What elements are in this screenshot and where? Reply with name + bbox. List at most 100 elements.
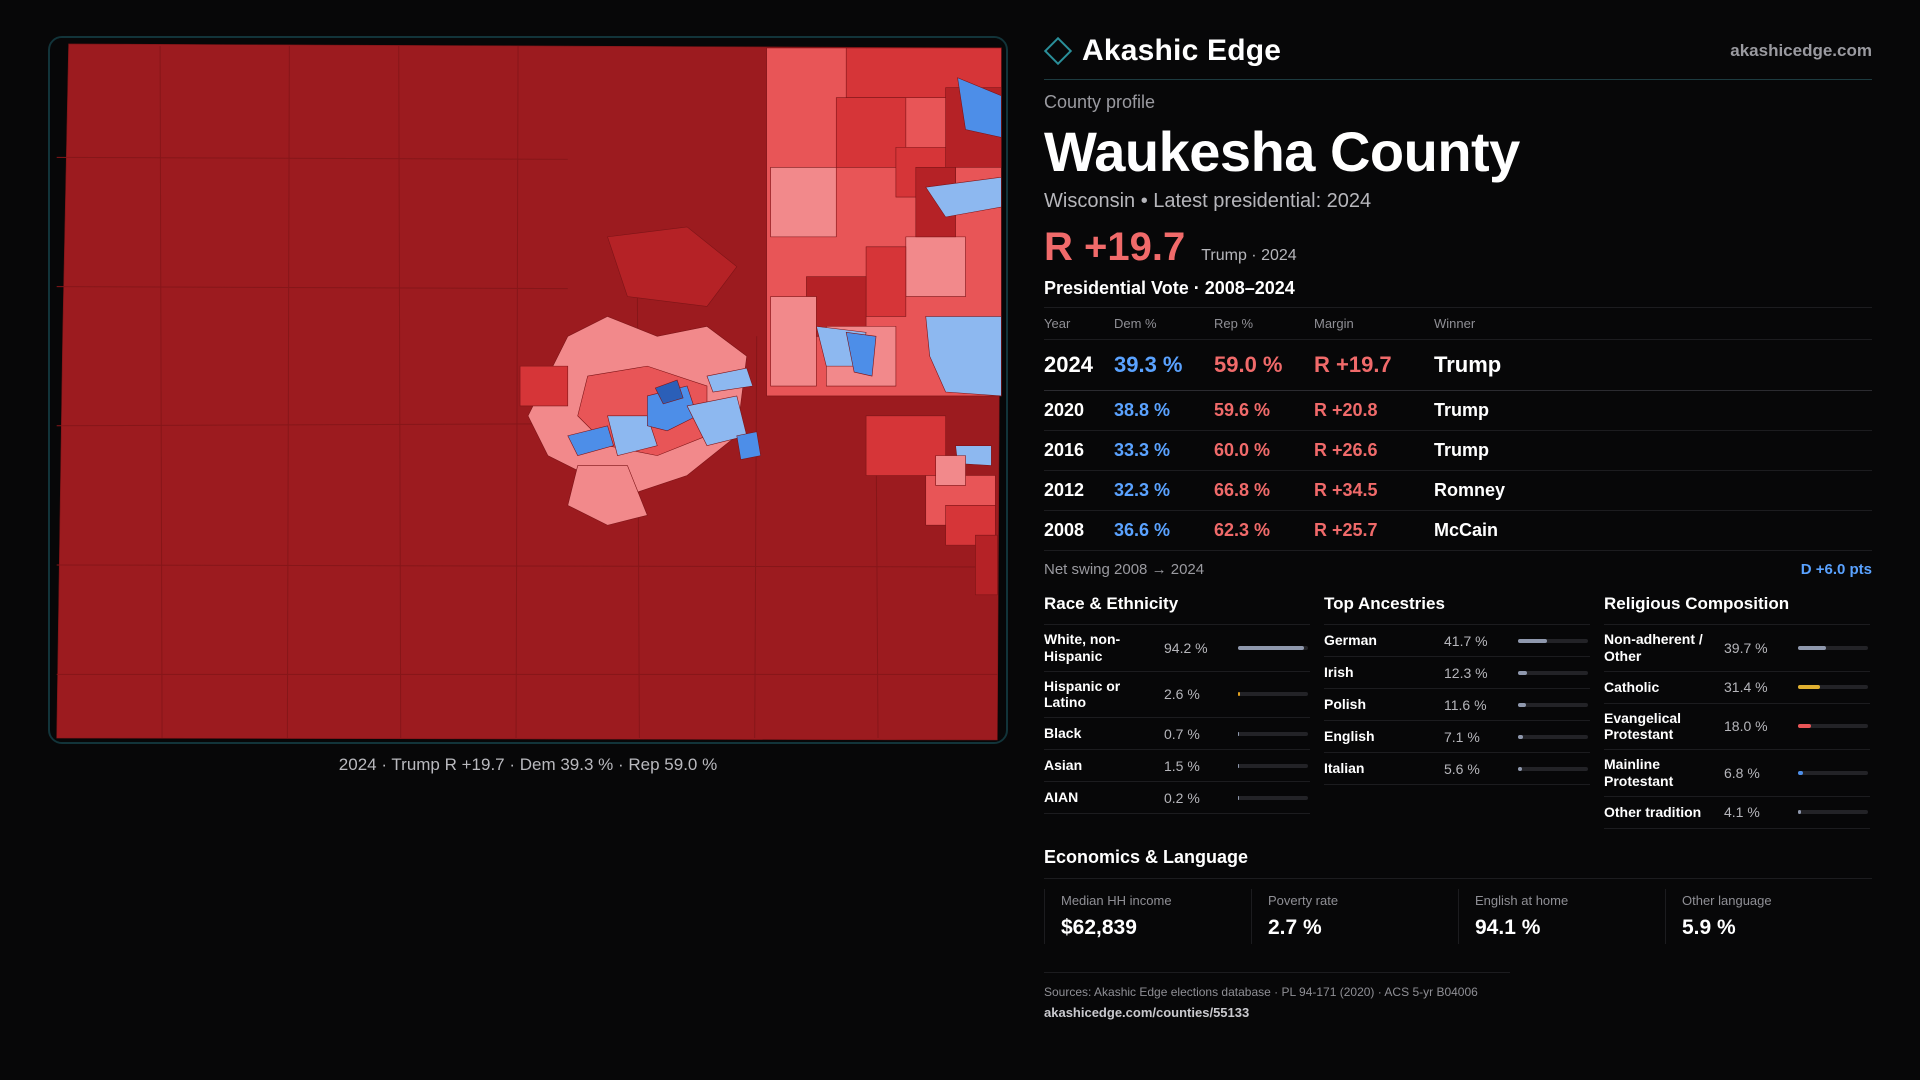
stat-value: 6.8 % bbox=[1724, 764, 1760, 781]
winner-cell: Trump bbox=[1434, 430, 1872, 471]
ne-d[interactable] bbox=[865, 246, 907, 317]
stat-row: White, non-Hispanic 94.2 % bbox=[1044, 625, 1310, 672]
stat-row: Other tradition 4.1 % bbox=[1604, 797, 1870, 829]
table-row: 2012 32.3 % 66.8 % R +34.5 Romney bbox=[1044, 470, 1872, 511]
winner-cell: Trump bbox=[1434, 339, 1872, 391]
race-column: Race & Ethnicity White, non-Hispanic 94.2… bbox=[1044, 594, 1310, 829]
brand-name: Akashic Edge bbox=[1082, 33, 1282, 67]
year-cell: 2020 bbox=[1044, 390, 1114, 431]
vote-table-header: Year Dem % Rep % Margin Winner bbox=[1044, 307, 1872, 340]
map-caption: 2024 · Trump R +19.7 · Dem 39.3 % · Rep … bbox=[338, 755, 718, 774]
center-west[interactable] bbox=[519, 365, 569, 407]
stat-bar-fill bbox=[1798, 770, 1803, 775]
stat-value: 1.5 % bbox=[1164, 757, 1200, 774]
ne-dem-1[interactable] bbox=[957, 77, 1002, 138]
table-row: 2008 36.6 % 62.3 % R +25.7 McCain bbox=[1044, 510, 1872, 551]
stat-label: German bbox=[1324, 632, 1377, 649]
stat-bar-fill bbox=[1798, 685, 1820, 690]
ne-dem-5[interactable] bbox=[845, 331, 877, 377]
table-row: 2024 39.3 % 59.0 % R +19.7 Trump bbox=[1044, 339, 1872, 391]
east-c[interactable] bbox=[935, 455, 966, 486]
stat-bar-fill bbox=[1798, 645, 1826, 650]
col-rep: Rep % bbox=[1214, 307, 1314, 340]
stat-label: AIAN bbox=[1044, 789, 1079, 806]
stat-bar-fill bbox=[1518, 734, 1523, 739]
winner-cell: McCain bbox=[1434, 510, 1872, 551]
east-e[interactable] bbox=[975, 534, 998, 596]
econ-label: Median HH income bbox=[1061, 892, 1172, 908]
center-dem-1[interactable] bbox=[607, 415, 658, 456]
economics-row: Median HH income $62,839 Poverty rate 2.… bbox=[1044, 888, 1872, 944]
year-cell: 2008 bbox=[1044, 510, 1114, 551]
stat-row: English 7.1 % bbox=[1324, 721, 1590, 753]
stat-bar-fill bbox=[1518, 702, 1527, 707]
table-row: 2020 38.8 % 59.6 % R +20.8 Trump bbox=[1044, 390, 1872, 431]
race-title: Race & Ethnicity bbox=[1044, 594, 1310, 625]
stat-row: Italian 5.6 % bbox=[1324, 753, 1590, 785]
econ-value: 5.9 % bbox=[1682, 915, 1736, 939]
footer: Sources: Akashic Edge elections database… bbox=[1044, 971, 1510, 1020]
stat-row: Mainline Protestant 6.8 % bbox=[1604, 750, 1870, 797]
center-dem-7[interactable] bbox=[736, 431, 762, 460]
center-south[interactable] bbox=[567, 465, 648, 526]
stat-bar-fill bbox=[1798, 810, 1801, 815]
center-dem-4[interactable] bbox=[567, 425, 614, 456]
profile-url-link[interactable]: akashicedge.com/counties/55133 bbox=[1044, 1004, 1250, 1020]
economics-title: Economics & Language bbox=[1044, 847, 1872, 879]
col-winner: Winner bbox=[1434, 307, 1872, 340]
stat-bar-track bbox=[1518, 734, 1588, 739]
col-dem: Dem % bbox=[1114, 307, 1214, 340]
stat-label: Italian bbox=[1324, 760, 1365, 777]
center-dem-3[interactable] bbox=[654, 379, 684, 405]
econ-cell: Other language 5.9 % bbox=[1665, 888, 1872, 944]
dem-cell: 36.6 % bbox=[1114, 510, 1214, 551]
center-north[interactable] bbox=[607, 226, 738, 307]
ne-dem-3[interactable] bbox=[925, 316, 1002, 397]
stat-label: English bbox=[1324, 728, 1375, 745]
table-row: 2016 33.3 % 60.0 % R +26.6 Trump bbox=[1044, 430, 1872, 471]
ne-dem-2[interactable] bbox=[925, 176, 1002, 218]
ne-f[interactable] bbox=[770, 296, 817, 387]
religion-title: Religious Composition bbox=[1604, 594, 1870, 625]
econ-cell: Poverty rate 2.7 % bbox=[1251, 888, 1458, 944]
margin-cell: R +34.5 bbox=[1314, 470, 1434, 511]
stat-bar-fill bbox=[1798, 724, 1811, 729]
rep-cell: 62.3 % bbox=[1214, 510, 1314, 551]
econ-value: $62,839 bbox=[1061, 915, 1137, 939]
stat-value: 18.0 % bbox=[1724, 718, 1768, 735]
stat-value: 7.1 % bbox=[1444, 728, 1480, 745]
stat-label: Black bbox=[1044, 725, 1082, 742]
ne-c[interactable] bbox=[905, 236, 966, 297]
stat-bar-fill bbox=[1238, 731, 1240, 736]
religion-column: Religious Composition Non-adherent / Oth… bbox=[1604, 594, 1870, 829]
stat-value: 0.2 % bbox=[1164, 789, 1200, 806]
margin-cell: R +25.7 bbox=[1314, 510, 1434, 551]
precinct-map-svg[interactable] bbox=[50, 38, 1006, 742]
demographics-columns: Race & Ethnicity White, non-Hispanic 94.2… bbox=[1044, 594, 1872, 829]
year-cell: 2016 bbox=[1044, 430, 1114, 471]
east-a[interactable] bbox=[865, 415, 946, 476]
ne-b[interactable] bbox=[835, 97, 907, 168]
diamond-logo-icon bbox=[1043, 36, 1073, 65]
center-dem-6[interactable] bbox=[706, 367, 754, 393]
stat-label: Non-adherent / Other bbox=[1604, 631, 1703, 664]
margin-cell: R +26.6 bbox=[1314, 430, 1434, 471]
stat-bar-fill bbox=[1518, 766, 1522, 771]
site-link[interactable]: akashicedge.com bbox=[1730, 40, 1872, 60]
stat-value: 31.4 % bbox=[1724, 679, 1768, 696]
stat-row: Catholic 31.4 % bbox=[1604, 672, 1870, 704]
ancestry-title: Top Ancestries bbox=[1324, 594, 1590, 625]
stat-label: Asian bbox=[1044, 757, 1083, 774]
stat-row: Polish 11.6 % bbox=[1324, 689, 1590, 721]
ne-a[interactable] bbox=[770, 166, 837, 238]
stat-value: 5.6 % bbox=[1444, 760, 1480, 777]
precinct-map[interactable] bbox=[48, 36, 1008, 744]
stat-value: 4.1 % bbox=[1724, 804, 1760, 821]
dem-cell: 32.3 % bbox=[1114, 470, 1214, 511]
stat-bar-track bbox=[1798, 810, 1868, 815]
dem-cell: 33.3 % bbox=[1114, 430, 1214, 471]
stat-bar-fill bbox=[1518, 638, 1548, 643]
rep-cell: 59.6 % bbox=[1214, 390, 1314, 431]
stat-bar-track bbox=[1798, 724, 1868, 729]
stat-value: 0.7 % bbox=[1164, 725, 1200, 742]
